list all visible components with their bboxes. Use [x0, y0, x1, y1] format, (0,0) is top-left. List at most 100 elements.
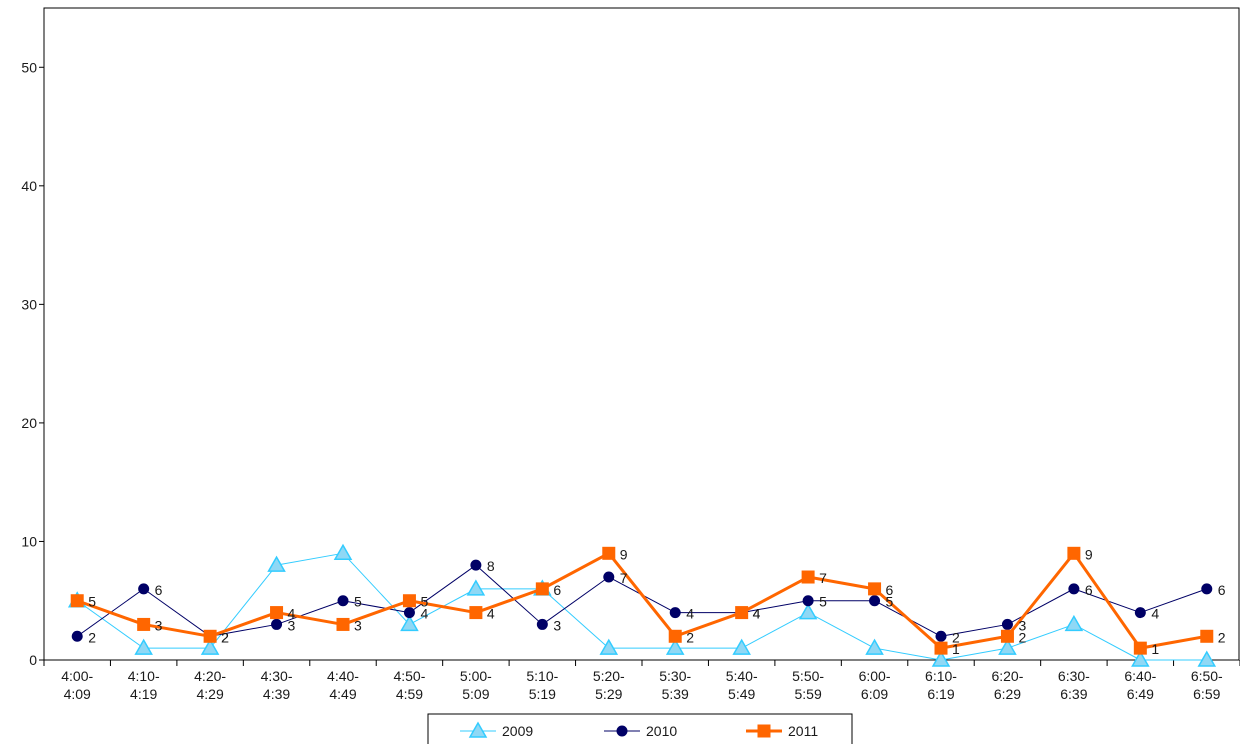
y-axis: 0 10 20 30 40 50	[21, 59, 44, 668]
point-2011	[602, 546, 616, 560]
y-tick-label: 0	[29, 652, 37, 668]
legend-marker	[468, 721, 488, 738]
x-tick-label: 5:10-5:19	[526, 668, 558, 702]
point-2010	[337, 595, 349, 607]
data-label-2010: 2	[952, 629, 960, 645]
point-2010	[1201, 583, 1213, 595]
point-2011	[469, 606, 483, 620]
data-label-2010: 6	[1218, 582, 1226, 598]
data-label-2011: 1	[952, 641, 960, 657]
point-2010	[935, 630, 947, 642]
y-tick-label: 40	[21, 178, 37, 194]
legend-item-2011: 2011	[746, 723, 818, 739]
data-label-2011: 6	[553, 582, 561, 598]
data-label-2011: 2	[221, 629, 229, 645]
data-label-2010: 4	[686, 606, 694, 622]
series-2011	[70, 546, 1214, 655]
point-2010	[1068, 583, 1080, 595]
x-tick-label: 4:50-4:59	[393, 668, 425, 702]
point-2011	[1200, 629, 1214, 643]
point-2009	[732, 638, 751, 655]
x-tick-label: 6:30-6:39	[1058, 668, 1090, 702]
point-2009	[1064, 614, 1084, 632]
x-tick-label: 6:20-6:29	[991, 668, 1023, 702]
series-2009	[67, 543, 1217, 667]
data-label-2010: 2	[221, 629, 229, 645]
data-label-2011: 5	[420, 594, 428, 610]
x-tick-label: 6:00-6:09	[859, 668, 891, 702]
data-label-2010: 8	[487, 558, 495, 574]
x-tick-label: 6:40-6:49	[1124, 668, 1156, 702]
point-2011	[336, 617, 350, 631]
x-tick-label: 4:00-4:09	[61, 668, 93, 702]
point-2011	[137, 617, 151, 631]
point-2010	[1134, 607, 1146, 619]
point-2011	[203, 629, 217, 643]
y-tick-label: 50	[21, 59, 37, 75]
data-label-2011: 3	[155, 617, 163, 633]
series-layer	[67, 543, 1217, 667]
legend-box	[427, 713, 853, 744]
point-2009	[865, 638, 884, 655]
data-label-2011: 3	[354, 617, 362, 633]
point-2009	[798, 603, 818, 620]
data-label-2010: 5	[354, 594, 362, 610]
data-label-2011: 5	[88, 594, 96, 610]
data-label-2011: 4	[753, 606, 761, 622]
point-2011	[1067, 546, 1081, 560]
data-label-2010: 4	[1151, 606, 1159, 622]
point-2011	[1000, 629, 1014, 643]
point-2009	[665, 638, 685, 655]
x-tick-label: 5:50-5:59	[792, 668, 824, 702]
point-2011	[535, 582, 549, 596]
point-2011	[868, 582, 882, 596]
data-label-2011: 2	[1218, 629, 1226, 645]
data-label-2010: 4	[753, 606, 761, 622]
data-label-2010: 6	[155, 582, 163, 598]
data-label-2010: 5	[819, 594, 827, 610]
data-label-2010: 3	[553, 617, 561, 633]
legend-item-2010: 2010	[604, 723, 677, 739]
x-tick-label: 5:20-5:29	[593, 668, 625, 702]
point-2010	[869, 595, 881, 607]
x-tick-label: 6:50-6:59	[1191, 668, 1223, 702]
data-label-2011: 2	[686, 629, 694, 645]
point-2009	[134, 638, 153, 655]
point-2011	[1133, 641, 1147, 655]
point-2010	[603, 571, 615, 583]
point-2009	[267, 555, 286, 572]
data-label-2011: 2	[1018, 629, 1026, 645]
legend: 2009 2010 2011	[427, 713, 853, 744]
point-2010	[71, 630, 83, 642]
plot-area	[43, 7, 1240, 661]
x-tick-label: 4:20-4:29	[194, 668, 226, 702]
point-2010	[802, 595, 814, 607]
y-tick-label: 20	[21, 415, 37, 431]
point-2010	[403, 607, 415, 619]
point-2010	[669, 607, 681, 619]
point-2010	[138, 583, 150, 595]
data-label-2011: 9	[620, 546, 628, 562]
series-line-2011	[76, 551, 1208, 650]
data-label-2011: 4	[288, 606, 296, 622]
point-2009	[200, 638, 220, 655]
point-2011	[402, 594, 416, 608]
legend-label: 2009	[502, 723, 533, 739]
point-2009	[931, 650, 951, 667]
point-2009	[998, 638, 1017, 655]
point-2011	[70, 594, 84, 608]
data-label-2011: 1	[1151, 641, 1159, 657]
data-label-2011: 6	[886, 582, 894, 598]
point-2011	[668, 629, 682, 643]
point-2009	[400, 614, 419, 632]
x-tick-label: 5:00-5:09	[460, 668, 492, 702]
x-tick-label: 4:30-4:39	[261, 668, 293, 702]
data-label-2010: 2	[88, 629, 96, 645]
point-2009	[1197, 650, 1217, 667]
data-label-2011: 4	[487, 606, 495, 622]
series-line-2009	[76, 552, 1207, 661]
point-2011	[270, 606, 284, 620]
legend-label: 2010	[646, 723, 677, 739]
point-2009	[333, 543, 353, 561]
